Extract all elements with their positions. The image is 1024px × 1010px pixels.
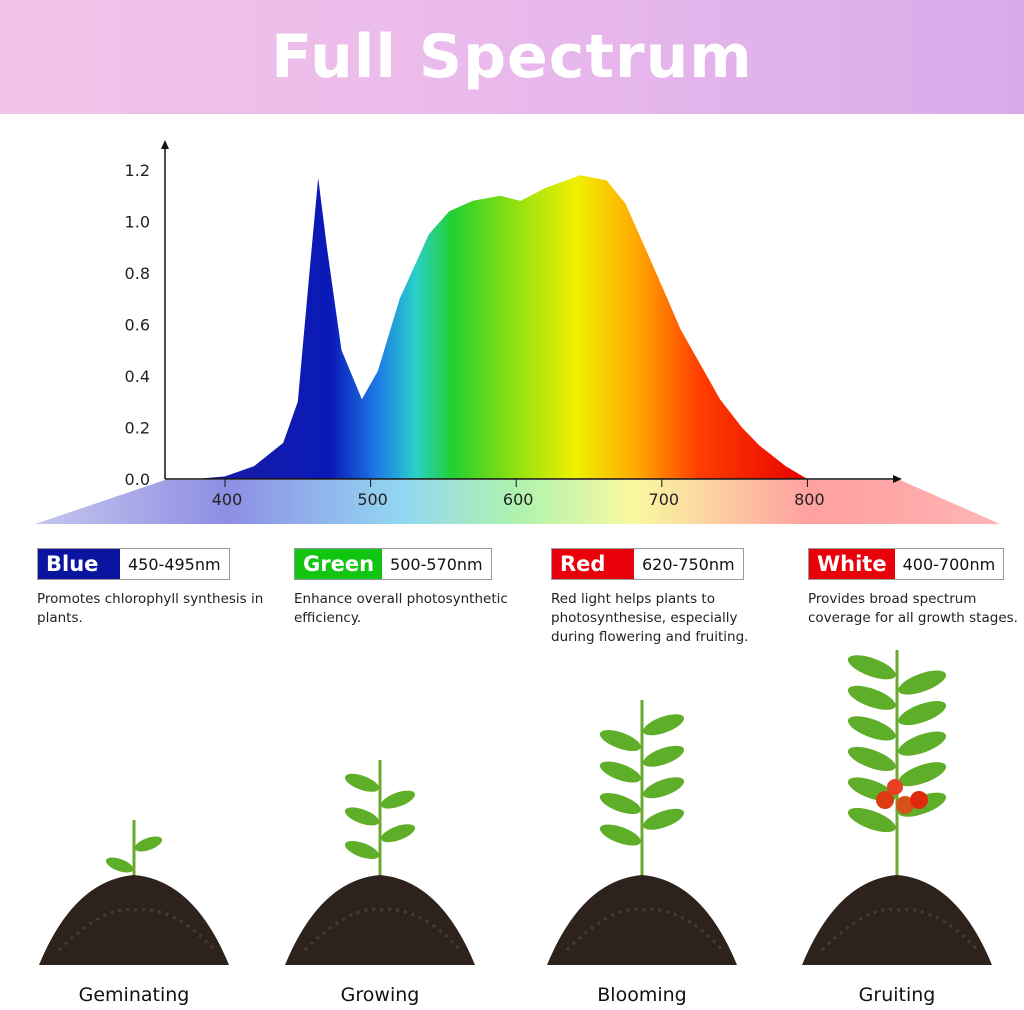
band-card-green: Green 500-570nm Enhance overall photosynth… [294,548,524,628]
spectrum-area [195,175,808,479]
band-tag: Blue 450-495nm [37,548,230,580]
y-tick-label: 0.6 [125,316,150,335]
y-tick-label: 1.2 [125,161,150,180]
band-name: Green [295,549,383,579]
plant-illustration [285,760,475,965]
band-range: 620-750nm [634,549,743,579]
x-tick-label: 600 [503,490,534,509]
band-card-red: Red 620-750nm Red light helps plants to ph… [551,548,781,647]
page-title: Full Spectrum [271,22,753,92]
plant-illustration [802,650,992,965]
band-name: White [809,549,895,579]
x-axis-arrow [893,475,902,483]
x-tick-label: 400 [212,490,243,509]
y-tick-label: 0.2 [125,419,150,438]
y-tick-label: 1.0 [125,213,150,232]
title-banner: Full Spectrum [0,0,1024,114]
spectrum-band [35,480,1000,524]
band-range: 400-700nm [894,549,1004,579]
y-tick-label: 0.4 [125,367,150,386]
band-description: Provides broad spectrum coverage for all… [808,591,1018,626]
plant-illustration [547,700,737,965]
band-tag: Green 500-570nm [294,548,492,580]
band-description: Red light helps plants to photosynthesis… [551,591,749,645]
y-tick-label: 0.8 [125,264,150,283]
stage-label: Blooming [597,984,687,1006]
stage-label: Geminating [78,984,190,1006]
band-description: Promotes chlorophyll synthesis in plants… [37,591,264,626]
spectrum-chart: 400 500 600 700 800 0.0 0.2 0.4 0.6 0.8 1.0 1.2 [35,140,1000,524]
x-tick-label: 800 [794,490,825,509]
y-axis-arrow [161,140,169,149]
band-tag: White 400-700nm [808,548,1005,580]
plant-illustration [39,820,229,965]
band-range: 450-495nm [120,549,229,579]
band-tag: Red 620-750nm [551,548,744,580]
band-card-blue: Blue 450-495nm Promotes chlorophyll synthe… [37,548,267,628]
x-tick-label: 500 [357,490,388,509]
y-tick-label: 0.0 [125,470,150,489]
stage-label: Gruiting [858,984,936,1006]
band-range: 500-570nm [382,549,491,579]
band-card-white: White 400-700nm Provides broad spectrum co… [808,548,1024,628]
band-description: Enhance overall photosynthetic efficienc… [294,591,508,626]
band-name: Red [552,549,634,579]
stage-label: Growing [340,984,420,1006]
band-name: Blue [38,549,120,579]
x-tick-label: 700 [649,490,680,509]
